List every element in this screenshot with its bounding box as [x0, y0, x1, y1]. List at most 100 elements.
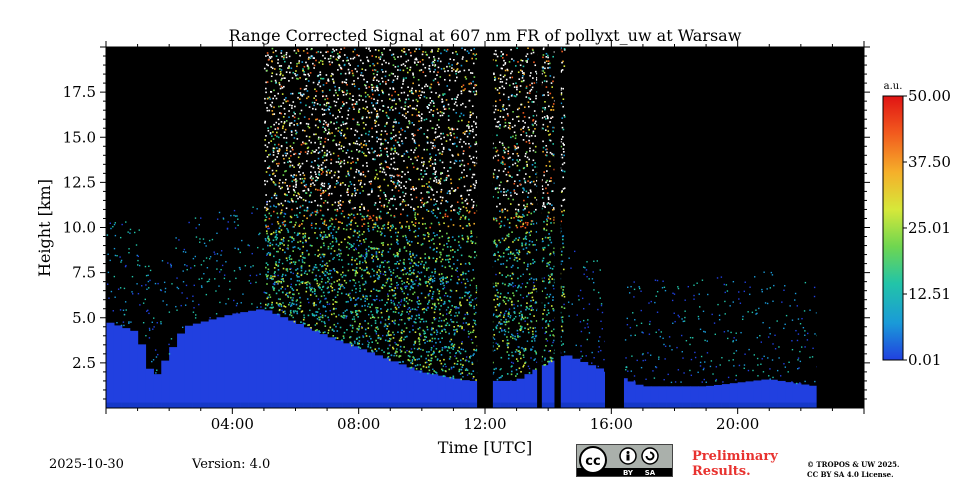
signal-pixel: [415, 264, 418, 267]
signal-pixel: [397, 94, 400, 96]
signal-pixel: [416, 104, 418, 107]
signal-pixel: [265, 239, 267, 242]
signal-pixel: [459, 225, 462, 227]
signal-pixel: [460, 254, 463, 257]
signal-pixel: [395, 122, 397, 124]
signal-pixel: [460, 104, 462, 106]
signal-pixel: [446, 349, 449, 352]
signal-pixel: [320, 187, 322, 190]
signal-pixel: [303, 65, 306, 68]
signal-pixel: [534, 127, 536, 130]
signal-pixel: [436, 288, 439, 291]
signal-pixel: [429, 87, 431, 90]
signal-pixel: [343, 315, 346, 317]
signal-pixel: [541, 179, 543, 181]
signal-pixel: [353, 284, 356, 287]
signal-pixel: [376, 265, 379, 268]
signal-pixel: [330, 252, 332, 255]
boundary-layer-column: [666, 386, 676, 408]
signal-pixel: [423, 119, 426, 121]
signal-pixel: [475, 348, 478, 351]
signal-pixel: [358, 340, 361, 342]
signal-pixel: [295, 200, 297, 203]
signal-pixel: [442, 148, 445, 150]
signal-pixel: [354, 207, 356, 209]
signal-pixel: [335, 325, 337, 328]
signal-pixel: [381, 316, 383, 319]
signal-pixel: [449, 376, 452, 379]
signal-pixel: [468, 218, 470, 221]
signal-pixel: [507, 327, 510, 330]
signal-pixel: [321, 316, 324, 319]
signal-pixel: [520, 370, 522, 373]
signal-pixel: [307, 95, 310, 98]
signal-pixel: [398, 184, 401, 187]
signal-pixel: [440, 68, 443, 70]
signal-pixel: [353, 56, 356, 59]
signal-pixel: [366, 106, 368, 108]
signal-pixel: [530, 349, 532, 351]
signal-pixel: [561, 316, 564, 318]
signal-pixel: [456, 136, 458, 139]
signal-pixel: [449, 149, 451, 151]
signal-pixel: [357, 159, 359, 161]
signal-pixel: [433, 180, 435, 182]
signal-pixel: [392, 347, 395, 350]
signal-pixel: [315, 222, 317, 225]
signal-pixel: [433, 58, 436, 60]
signal-pixel: [331, 286, 334, 289]
signal-pixel: [272, 231, 275, 234]
signal-pixel: [316, 103, 319, 105]
signal-pixel: [339, 162, 342, 164]
signal-pixel: [377, 310, 379, 312]
signal-pixel: [462, 114, 465, 117]
signal-pixel: [338, 148, 340, 150]
signal-pixel: [437, 57, 440, 60]
signal-pixel: [310, 152, 313, 154]
signal-pixel: [460, 176, 463, 179]
signal-pixel: [290, 312, 292, 314]
signal-pixel: [389, 270, 392, 273]
signal-pixel: [324, 129, 327, 132]
signal-pixel: [509, 127, 511, 130]
signal-pixel: [470, 49, 473, 52]
signal-pixel: [358, 170, 360, 172]
signal-pixel: [412, 283, 414, 286]
signal-pixel: [547, 198, 550, 201]
signal-pixel: [434, 65, 436, 67]
signal-pixel: [423, 148, 426, 151]
signal-pixel: [271, 307, 273, 309]
signal-pixel: [502, 194, 505, 197]
signal-pixel: [316, 204, 319, 207]
signal-pixel: [310, 141, 312, 144]
signal-pixel: [395, 354, 398, 357]
signal-pixel: [267, 127, 269, 129]
signal-pixel: [403, 330, 405, 333]
signal-pixel: [315, 311, 317, 313]
signal-pixel: [342, 94, 345, 96]
signal-pixel: [475, 285, 478, 287]
signal-pixel: [332, 299, 335, 301]
signal-pixel: [353, 216, 356, 219]
signal-pixel: [376, 247, 379, 250]
signal-pixel: [545, 129, 547, 131]
signal-pixel: [473, 313, 476, 315]
signal-pixel: [509, 274, 512, 277]
signal-pixel: [468, 155, 471, 157]
signal-pixel: [295, 283, 297, 286]
signal-pixel: [341, 222, 343, 224]
signal-pixel: [511, 158, 514, 161]
signal-pixel: [265, 135, 267, 137]
signal-pixel: [318, 80, 321, 82]
signal-pixel: [533, 285, 536, 287]
signal-pixel: [397, 153, 400, 156]
signal-pixel: [405, 327, 408, 329]
signal-pixel: [504, 61, 507, 64]
signal-pixel: [328, 186, 331, 189]
signal-pixel: [495, 219, 498, 222]
signal-pixel: [437, 81, 439, 84]
signal-pixel: [501, 67, 503, 70]
signal-pixel: [321, 91, 324, 93]
signal-pixel: [271, 169, 274, 172]
signal-pixel: [297, 307, 299, 310]
